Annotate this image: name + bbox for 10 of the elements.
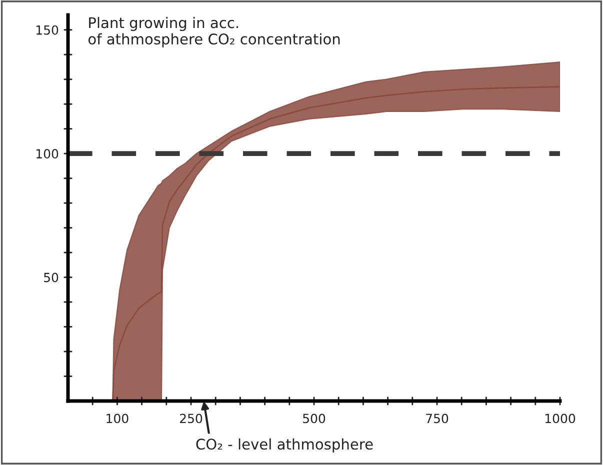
x-tick-label: 750	[426, 414, 448, 424]
x-axis-title: CO₂ - level athmosphere	[196, 438, 373, 452]
x-tick-label: 100	[106, 414, 128, 424]
y-tick-label: 100	[36, 149, 58, 158]
x-tick-label: 500	[303, 414, 326, 424]
y-tick-label: 150	[36, 25, 58, 35]
x-tick-label: 1000	[545, 414, 576, 424]
y-tick-label: 50	[44, 272, 58, 282]
text: Plant growing in acc. of athmosphere CO₂ concentration	[88, 16, 340, 48]
x-tick-label: 250	[180, 414, 202, 424]
